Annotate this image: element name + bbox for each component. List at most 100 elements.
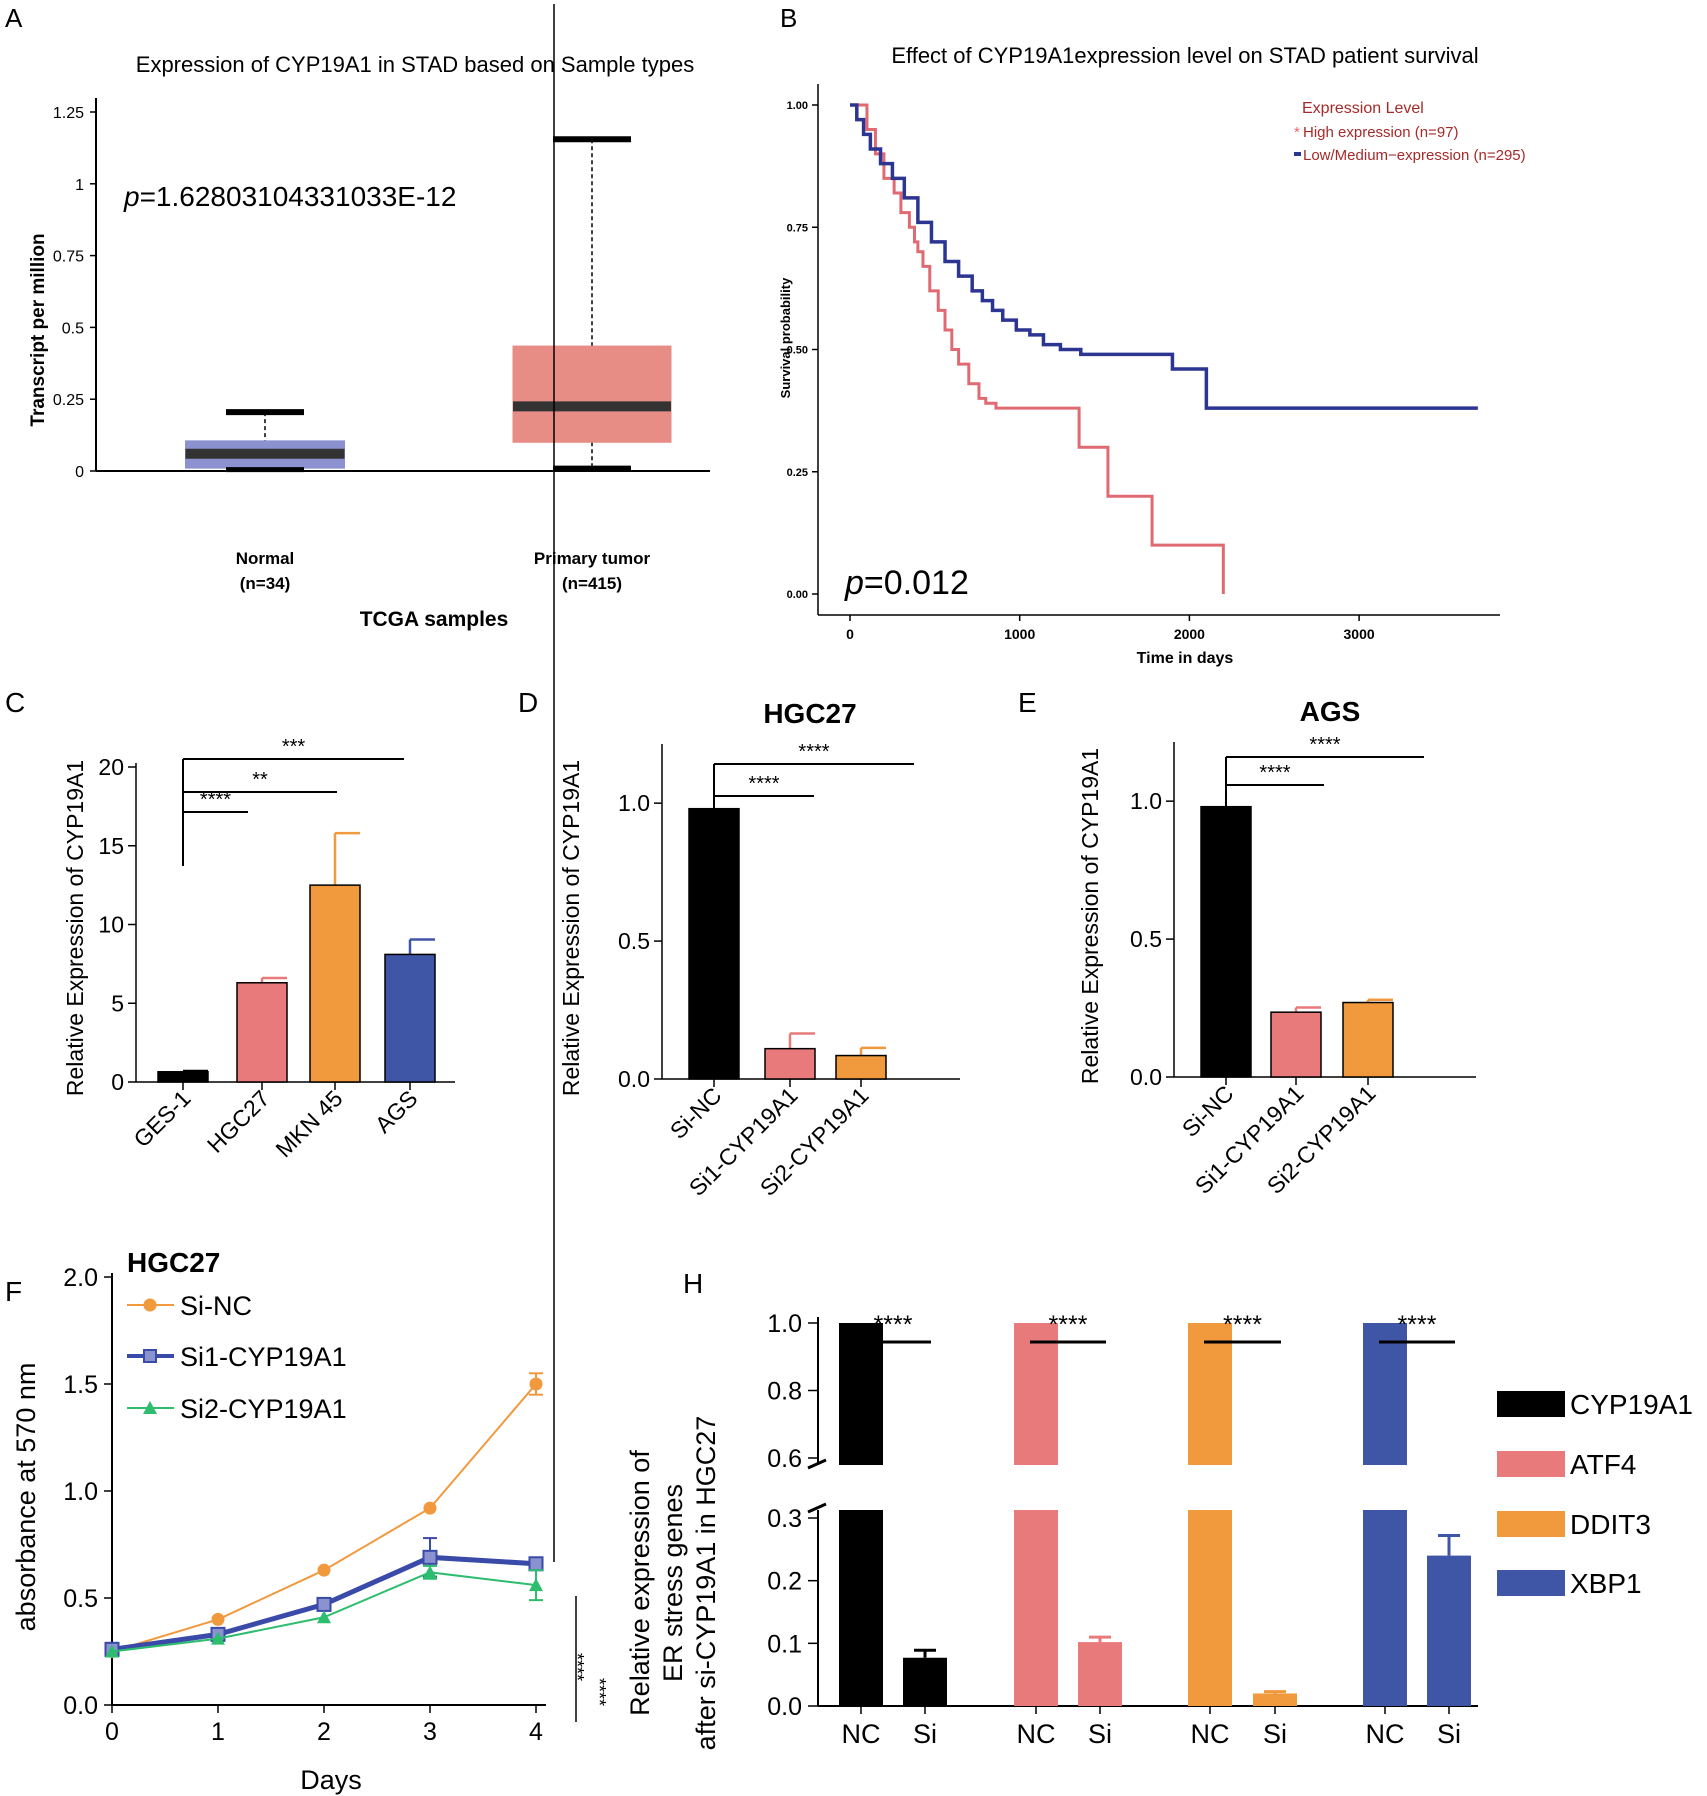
y-tick-label: 0.5 [618,928,650,954]
legend-swatch-cyp19a1 [1497,1391,1565,1417]
panel-letter-h: H [683,1268,703,1299]
survival-curve-low-medium [850,103,1478,410]
point-si1-cyp19a1 [422,1549,438,1565]
significance-stars: **** [1223,1311,1262,1339]
panel-letter-e: E [1018,687,1037,718]
panel-h-y-label-line-1: Relative expression of [625,1450,655,1716]
survival-curve-high [850,103,1225,594]
category-label-primary-tumor: Primary tumor [534,549,651,568]
x-tick-label: 4 [529,1718,543,1746]
panel-f-x-axis-label: Days [300,1765,362,1795]
bar-ags [384,953,436,1083]
significance-stars: **** [1309,734,1340,756]
significance-stars-si1: **** [567,1653,587,1681]
y-tick-label: 0.0 [63,1692,98,1720]
point-si-nc [211,1612,225,1626]
panel-a-axes [95,98,710,472]
panel-f-chart: 0.0 0.5 1.0 1.5 2.0 0 1 2 3 4 Si-NC Si1-CYP19A1 Si2-… [63,4,609,1746]
x-tick-label: 1 [211,1718,225,1746]
y-tick-label: 0.5 [62,320,84,337]
y-tick-label: 0.5 [1130,926,1162,952]
panel-letter-c: C [5,687,25,718]
y-tick-label: 0 [111,1069,124,1095]
bar-si1-cyp19a1 [764,1047,816,1080]
x-tick-label-si-nc: Si-NC [665,1082,727,1144]
panel-c-y-axis-label: Relative Expression of CYP19A1 [62,760,88,1096]
point-si2-cyp19a1 [529,1578,543,1592]
legend-label-atf4: ATF4 [1570,1449,1636,1480]
y-tick-label: 20 [98,754,124,780]
bar-ges-1 [157,1071,209,1083]
panel-f: F HGC27 0.0 0.5 1.0 1.5 2.0 0 1 2 3 4 Si-NC Si1-CYP… [5,4,609,1795]
bar-atf4-nc-lower [1014,1510,1058,1706]
significance-stars: **** [200,789,231,811]
panel-b: B Effect of CYP19A1expression level on S… [778,3,1526,667]
y-tick-label: 1.0 [618,790,650,816]
y-tick-label: 1.25 [53,105,84,122]
panel-a: A Expression of CYP19A1 in STAD based on… [5,3,710,631]
point-si-nc [529,1377,543,1391]
legend-label-si-nc: Si-NC [180,1291,252,1321]
legend-marker-si1-cyp19a1 [143,1349,157,1363]
y-tick-label: 1.0 [767,1310,802,1338]
panel-letter-d: D [518,687,538,718]
legend-marker-low [1294,152,1301,156]
significance-stars: **** [874,1311,913,1339]
x-tick-label: 1000 [1004,626,1035,642]
significance-stars: **** [1259,762,1290,784]
panel-h-y-label-line-2: ER stress genes [658,1484,688,1682]
x-tick-label: 3000 [1344,626,1375,642]
point-si2-cyp19a1 [211,1631,225,1645]
panel-h: H 0.0 0.1 0.2 0.3 0.6 0.8 1.0 NC Si **** NC Si **** N… [625,1268,1693,1750]
box-primary-tumor [512,345,672,443]
x-tick-label-nc: NC [842,1719,881,1749]
panel-b-curves [850,103,1478,594]
panel-d-y-axis-label: Relative Expression of CYP19A1 [558,760,584,1096]
legend-swatch-xbp1 [1497,1570,1565,1596]
significance-stars: *** [282,736,306,758]
x-tick-label-nc: NC [1017,1719,1056,1749]
panel-a-title: Expression of CYP19A1 in STAD based on S… [136,52,694,77]
significance-stars: **** [1049,1311,1088,1339]
y-tick-label: 0.2 [767,1568,802,1596]
x-tick-label: 3 [423,1718,437,1746]
significance-stars-si2: **** [589,1678,609,1706]
y-tick-label: 1 [75,177,84,194]
panel-h-y-label-line-3: after si-CYP19A1 in HGC27 [691,1416,721,1751]
bar-xbp1-nc-upper [1363,1323,1407,1465]
x-tick-label-nc: NC [1366,1719,1405,1749]
category-n-normal: (n=34) [240,574,291,593]
x-tick-label-ags: AGS [370,1085,423,1138]
y-tick-label: 0.75 [53,249,84,266]
panel-d-title: HGC27 [763,698,856,729]
significance-stars: **** [798,741,829,763]
y-tick-label: 0.8 [767,1378,802,1406]
y-tick-label: 0.6 [767,1445,802,1473]
panel-e-title: AGS [1300,696,1361,727]
significance-stars: ** [252,769,268,791]
x-tick-label-si: Si [913,1719,937,1749]
point-si2-cyp19a1 [317,1610,331,1624]
bar-si1-cyp19a1 [1270,1011,1322,1078]
y-tick-label: 10 [98,912,124,938]
panel-f-y-axis-label: absorbance at 570 nm [11,1363,41,1632]
panel-f-title: HGC27 [127,1247,220,1278]
p-number: =1.62803104331033E-12 [140,181,457,212]
panel-a-y-axis-label: Transcript per million [28,233,49,426]
x-tick-label: 2 [317,1718,331,1746]
y-tick-label: 0.0 [767,1693,802,1721]
legend-swatch-ddit3 [1497,1511,1565,1537]
panel-h-legend: CYP19A1 ATF4 DDIT3 XBP1 [1497,1389,1693,1599]
y-tick-label: 0.50 [787,345,808,357]
panel-b-x-axis-label: Time in days [1137,650,1234,667]
y-tick-label: 1.0 [1130,788,1162,814]
legend-marker-high: * [1294,124,1300,141]
x-tick-label: 2000 [1174,626,1205,642]
bar-xbp1-si [1427,1555,1471,1706]
panel-h-chart: 0.0 0.1 0.2 0.3 0.6 0.8 1.0 NC Si **** NC Si **** NC S… [767,1310,1478,1749]
panel-e-y-axis-label: Relative Expression of CYP19A1 [1077,748,1103,1084]
legend-label-ddit3: DDIT3 [1570,1509,1651,1540]
panel-e-chart: 0.00.51.0Si-NCSi1-CYP19A1Si2-CYP19A1****… [1130,734,1476,1199]
panel-d-chart: 0.00.51.0Si-NCSi1-CYP19A1Si2-CYP19A1****… [618,741,960,1201]
